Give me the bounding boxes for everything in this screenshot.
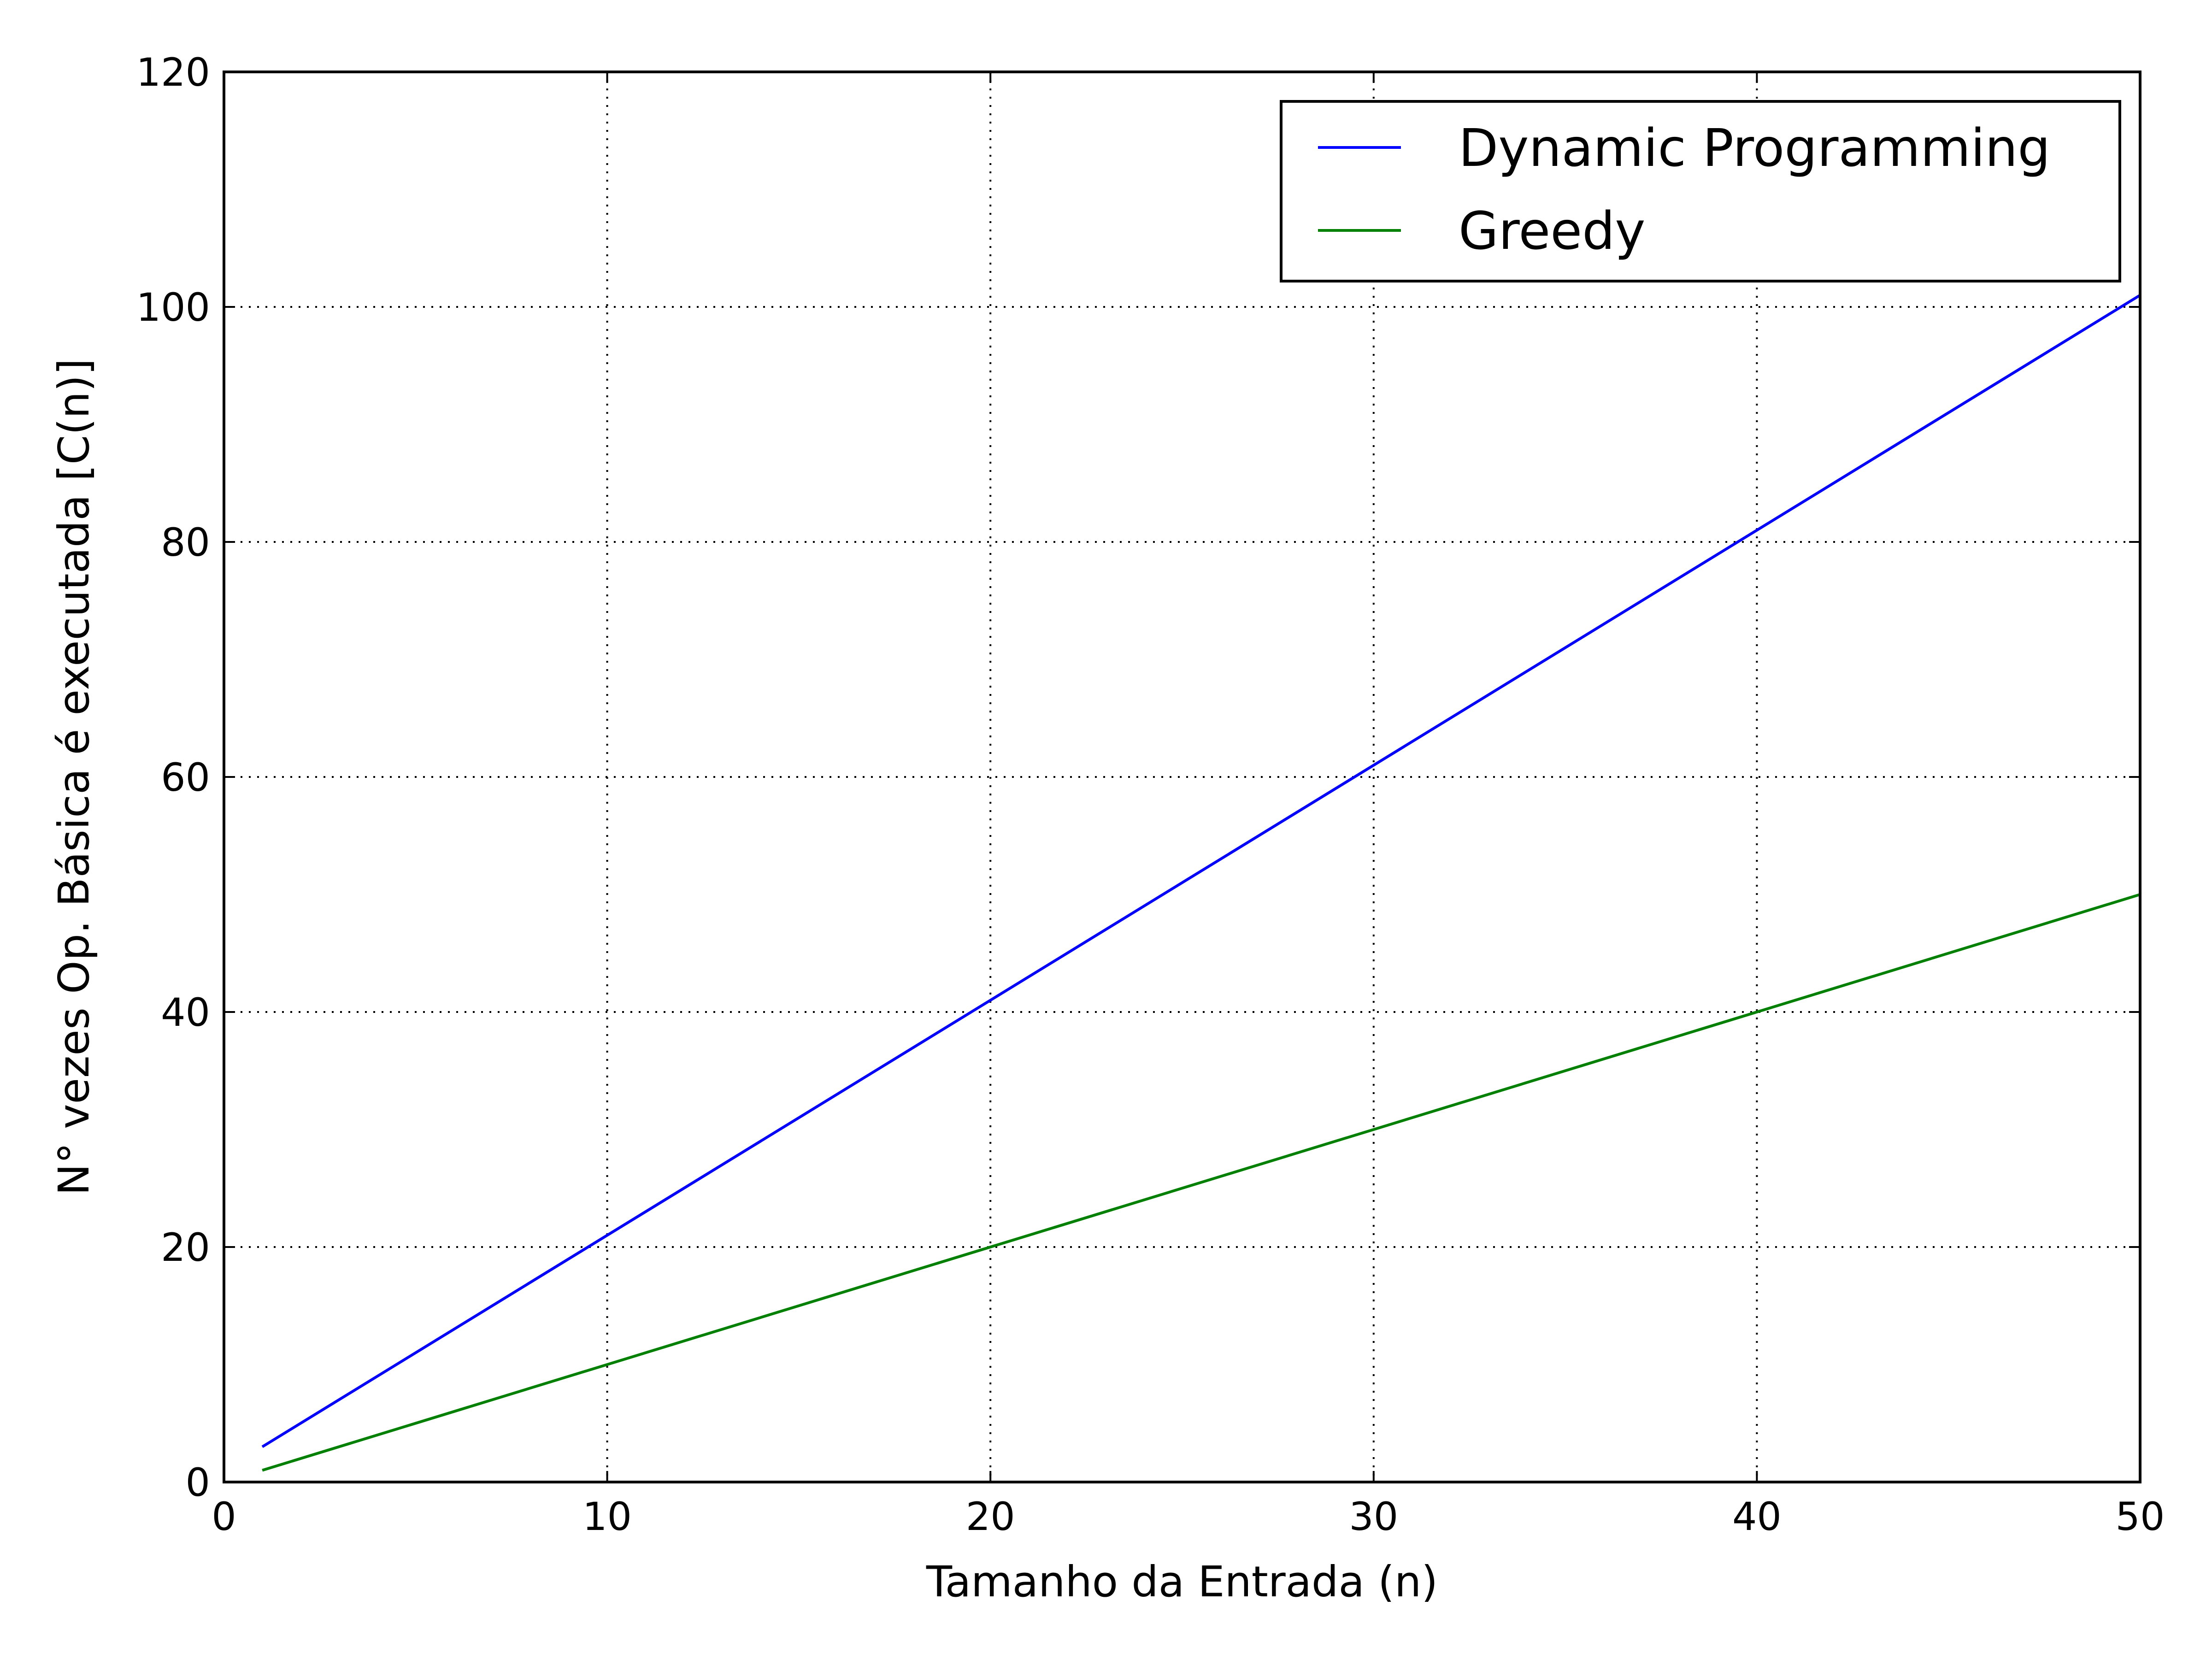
y-tick-label: 40 xyxy=(161,990,210,1035)
legend-label-dynamic-programming: Dynamic Programming xyxy=(1459,118,2050,178)
ticks: 0 10 20 30 40 50 0 20 40 60 80 100 120 xyxy=(136,50,2165,1539)
grid xyxy=(224,72,2140,1482)
series-layer xyxy=(261,294,2141,1472)
series-line-dynamic-programming xyxy=(261,294,2141,1448)
x-tick-label: 40 xyxy=(1732,1494,1782,1539)
legend-box xyxy=(1280,100,2121,282)
x-tick-label: 0 xyxy=(212,1494,236,1539)
y-axis-label: N° vezes Op. Básica é executada [C(n)] xyxy=(49,359,99,1195)
legend: Dynamic Programming Greedy xyxy=(1280,100,2121,282)
legend-label-greedy: Greedy xyxy=(1459,201,1646,261)
y-tick-label: 0 xyxy=(186,1460,210,1505)
x-tick-label: 10 xyxy=(582,1494,632,1539)
x-tick-label: 30 xyxy=(1349,1494,1398,1539)
x-tick-label: 20 xyxy=(966,1494,1015,1539)
y-tick-label: 80 xyxy=(161,520,210,565)
y-tick-label: 100 xyxy=(136,285,210,330)
y-tick-label: 120 xyxy=(136,50,210,95)
x-tick-label: 50 xyxy=(2116,1494,2165,1539)
y-tick-label: 20 xyxy=(161,1225,210,1270)
x-axis-label: Tamanho da Entrada (n) xyxy=(926,1557,1438,1606)
series-line-greedy xyxy=(262,893,2141,1472)
y-tick-label: 60 xyxy=(161,755,210,800)
